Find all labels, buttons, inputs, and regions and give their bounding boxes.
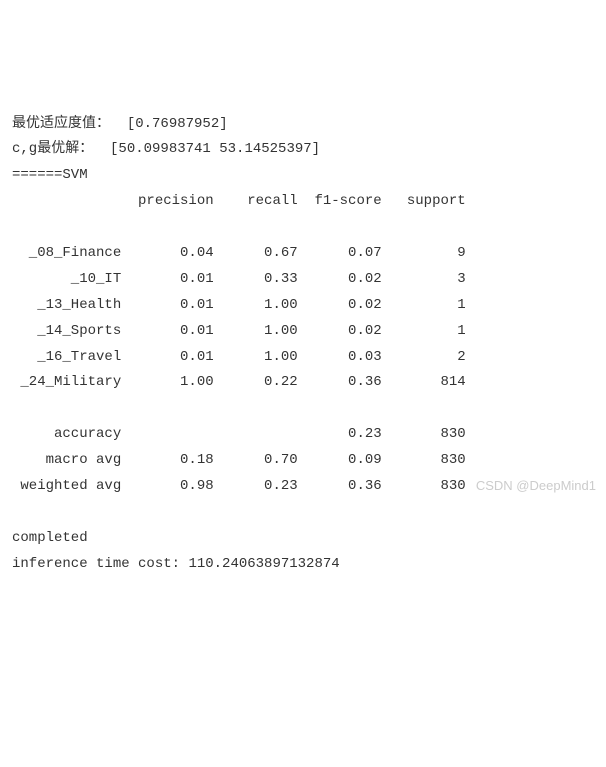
fitness-value: [0.76987952] bbox=[127, 116, 228, 132]
completed-text: completed bbox=[12, 530, 88, 546]
timecost-label: inference time cost: bbox=[12, 556, 188, 572]
cg-value: [50.09983741 53.14525397] bbox=[110, 141, 320, 157]
table-row: _24_Military 1.00 0.22 0.36 814 bbox=[12, 374, 466, 390]
fitness-label: 最优适应度值： bbox=[12, 116, 127, 132]
summary-row: weighted avg 0.98 0.23 0.36 830 bbox=[12, 478, 466, 494]
table-row: _16_Travel 0.01 1.00 0.03 2 bbox=[12, 349, 466, 365]
table-row: _10_IT 0.01 0.33 0.02 3 bbox=[12, 271, 466, 287]
watermark: CSDN @DeepMind1 bbox=[476, 474, 596, 498]
table-row: _08_Finance 0.04 0.67 0.07 9 bbox=[12, 245, 466, 261]
summary-row: macro avg 0.18 0.70 0.09 830 bbox=[12, 452, 466, 468]
table-row: _14_Sports 0.01 1.00 0.02 1 bbox=[12, 323, 466, 339]
timecost-value: 110.24063897132874 bbox=[188, 556, 339, 572]
svm-header: ======SVM bbox=[12, 167, 88, 183]
cg-label: c,g最优解： bbox=[12, 141, 110, 157]
table-row: _13_Health 0.01 1.00 0.02 1 bbox=[12, 297, 466, 313]
table-header: precision recall f1-score support bbox=[12, 193, 466, 209]
console-output: 最优适应度值： [0.76987952] c,g最优解： [50.0998374… bbox=[12, 112, 594, 578]
summary-row: accuracy 0.23 830 bbox=[12, 426, 466, 442]
